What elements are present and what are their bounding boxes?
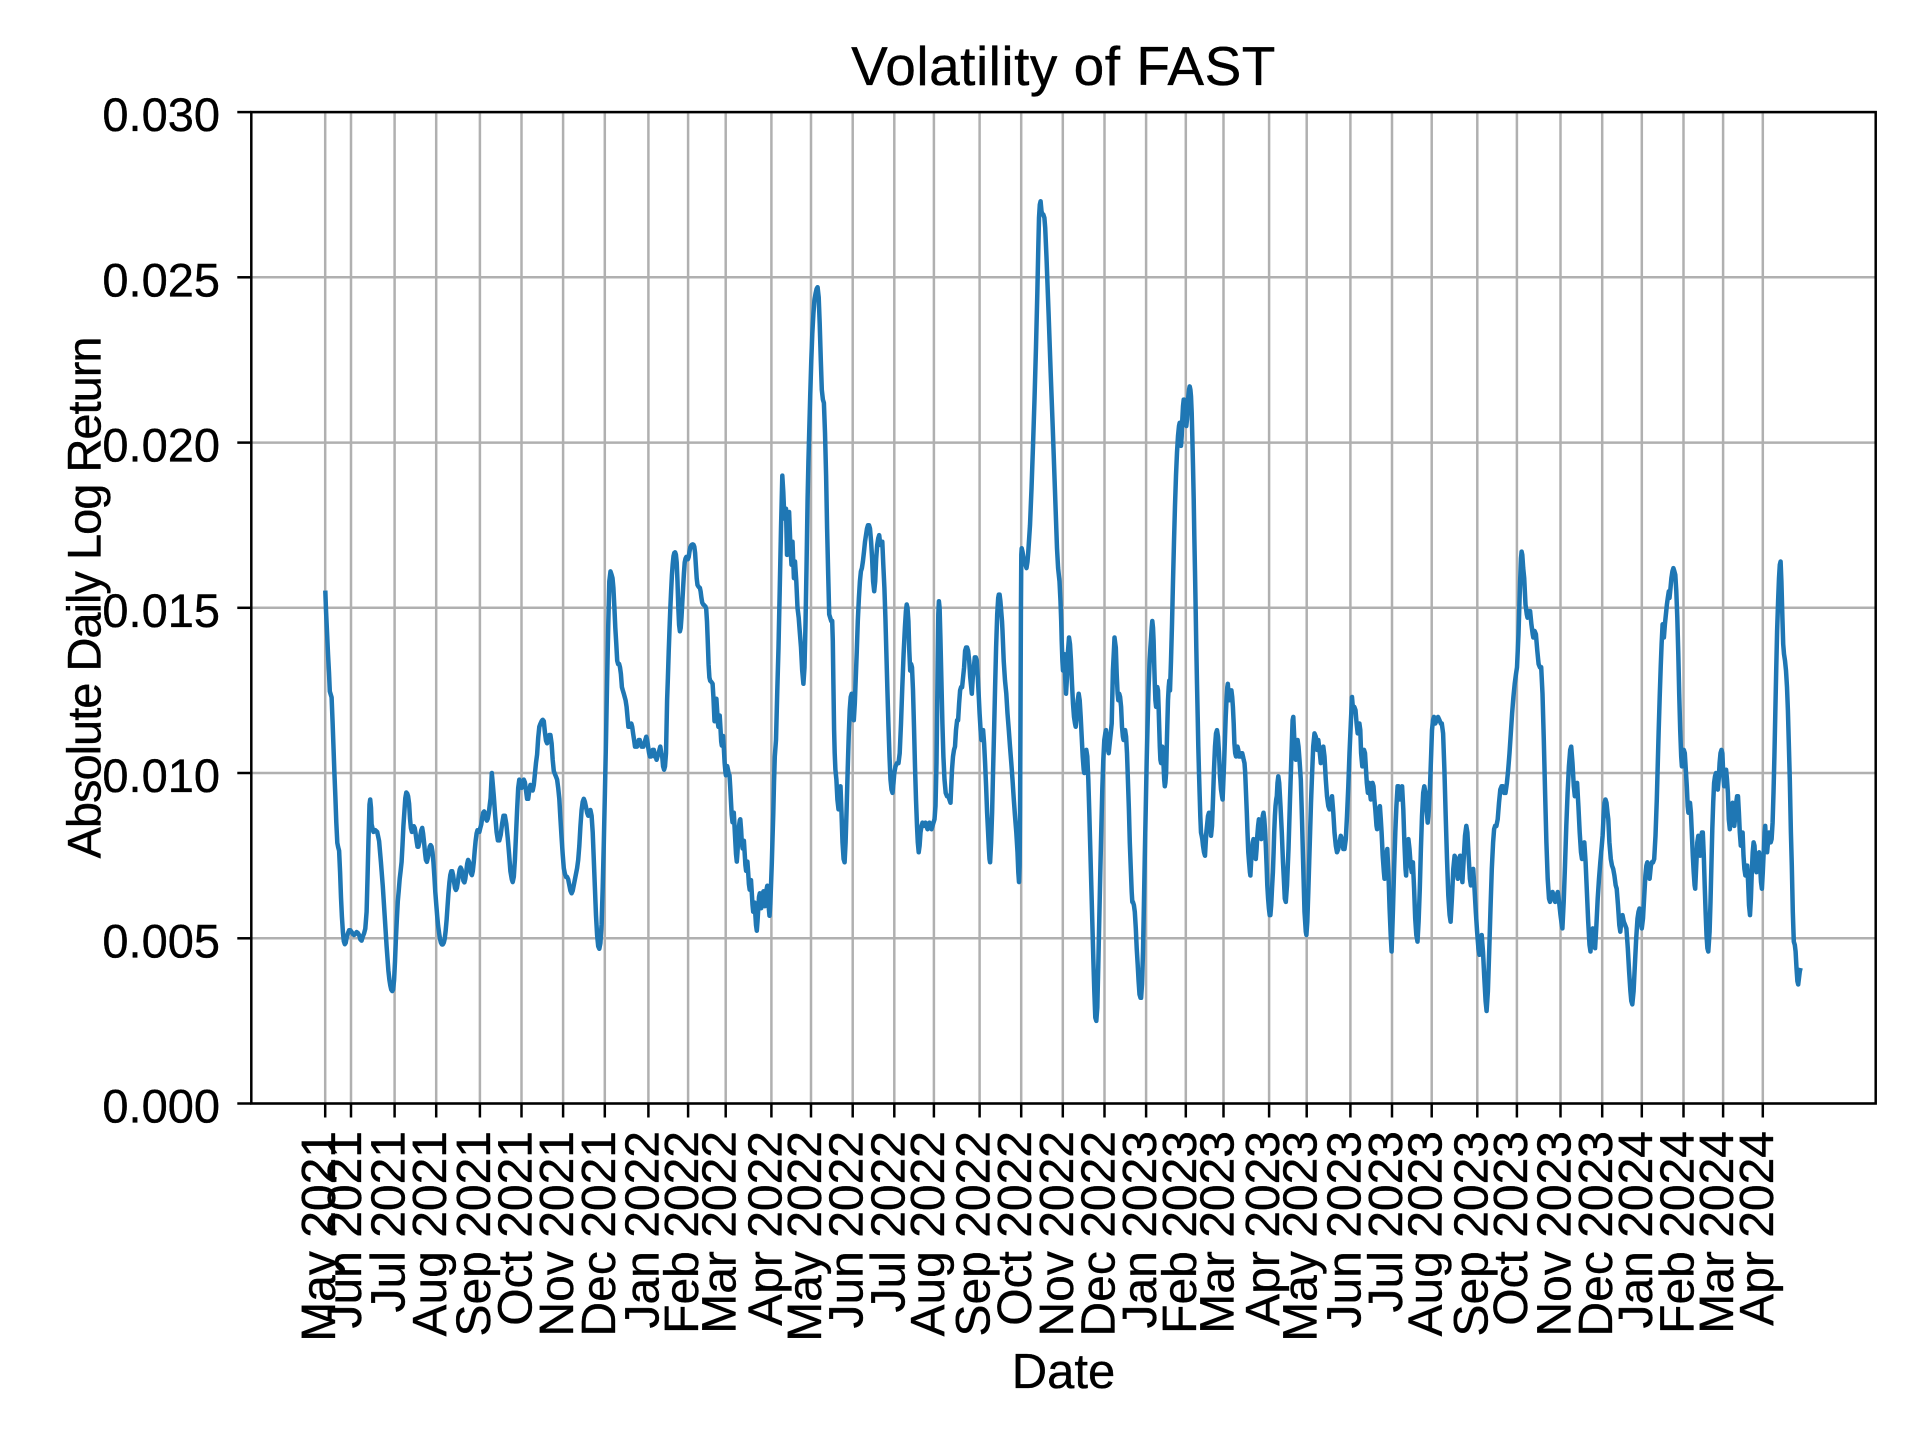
svg-text:Dec 2023: Dec 2023 [1570,1131,1623,1336]
svg-text:0.025: 0.025 [102,253,220,306]
svg-text:Jan 2022: Jan 2022 [616,1131,669,1329]
svg-text:Apr 2024: Apr 2024 [1731,1131,1784,1326]
svg-text:Oct 2021: Oct 2021 [490,1131,543,1326]
svg-text:Jul 2022: Jul 2022 [862,1131,915,1312]
svg-text:Oct 2023: Oct 2023 [1485,1131,1538,1326]
svg-text:Aug 2021: Aug 2021 [404,1131,457,1337]
svg-text:May 2022: May 2022 [779,1131,832,1342]
svg-text:Feb 2023: Feb 2023 [1154,1131,1207,1334]
svg-text:May 2021: May 2021 [293,1131,346,1342]
svg-text:Apr 2022: Apr 2022 [739,1131,792,1326]
svg-text:May 2023: May 2023 [1275,1131,1328,1342]
svg-text:Dec 2021: Dec 2021 [573,1131,626,1336]
svg-text:Mar 2024: Mar 2024 [1691,1131,1744,1334]
svg-text:Apr 2023: Apr 2023 [1237,1131,1290,1326]
svg-text:Sep 2021: Sep 2021 [448,1131,501,1337]
svg-text:Mar 2022: Mar 2022 [694,1131,747,1334]
svg-text:Absolute Daily Log Return: Absolute Daily Log Return [58,337,111,858]
svg-text:Nov 2022: Nov 2022 [1031,1131,1084,1336]
svg-text:Mar 2023: Mar 2023 [1192,1131,1245,1334]
svg-text:Jul 2021: Jul 2021 [363,1131,416,1312]
svg-text:Feb 2024: Feb 2024 [1652,1131,1705,1334]
svg-text:Aug 2022: Aug 2022 [902,1131,955,1337]
svg-text:Nov 2021: Nov 2021 [531,1131,584,1336]
svg-text:Aug 2023: Aug 2023 [1400,1131,1453,1337]
svg-text:0.020: 0.020 [102,419,220,472]
svg-text:0.005: 0.005 [102,914,220,967]
svg-text:Dec 2022: Dec 2022 [1073,1131,1126,1336]
svg-text:Feb 2022: Feb 2022 [656,1131,709,1334]
svg-text:0.010: 0.010 [102,749,220,802]
svg-text:0.030: 0.030 [102,88,220,141]
svg-text:Jun 2022: Jun 2022 [821,1131,874,1329]
svg-text:0.015: 0.015 [102,584,220,637]
svg-text:Jun 2021: Jun 2021 [319,1131,372,1329]
svg-text:0.000: 0.000 [102,1080,220,1133]
svg-text:Jan 2023: Jan 2023 [1114,1131,1167,1329]
svg-text:Jul 2023: Jul 2023 [1360,1131,1413,1312]
svg-text:Date: Date [1012,1345,1116,1399]
svg-text:Sep 2022: Sep 2022 [948,1131,1001,1337]
svg-text:Volatility of FAST: Volatility of FAST [851,35,1276,97]
svg-text:Jan 2024: Jan 2024 [1610,1131,1663,1329]
svg-text:Oct 2022: Oct 2022 [989,1131,1042,1326]
svg-text:Sep 2023: Sep 2023 [1445,1131,1498,1337]
svg-text:Nov 2023: Nov 2023 [1529,1131,1582,1336]
svg-text:Jun 2023: Jun 2023 [1318,1131,1371,1329]
